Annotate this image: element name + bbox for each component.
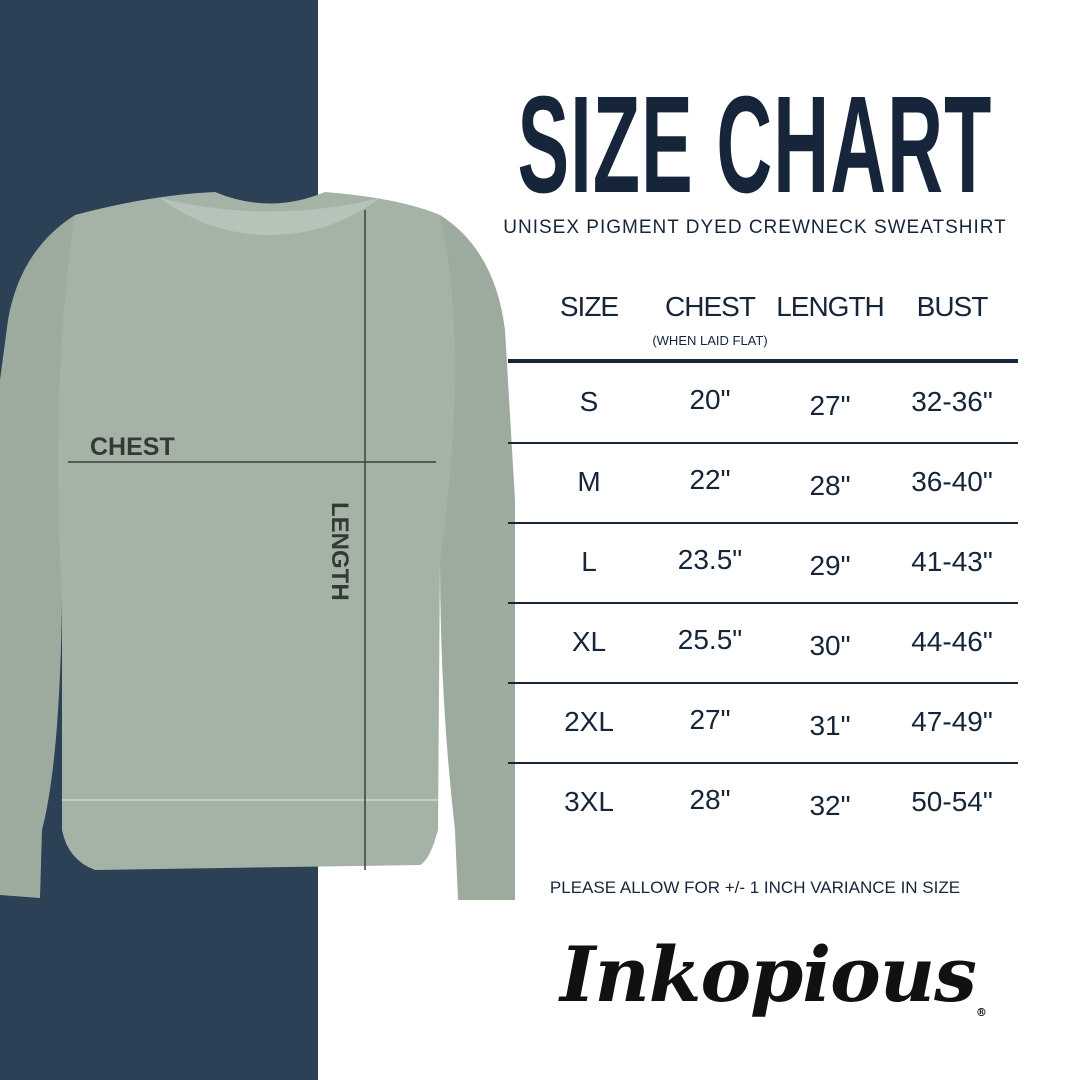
cell-size: S	[579, 386, 599, 417]
cell-bust: 44-46"	[911, 626, 993, 657]
variance-note: PLEASE ALLOW FOR +/- 1 INCH VARIANCE IN …	[549, 878, 961, 897]
header-bust: BUST	[916, 291, 989, 322]
cell-chest: 25.5"	[677, 624, 743, 655]
cell-length: 30"	[809, 630, 851, 661]
header-size: SIZE	[559, 291, 619, 322]
row-divider	[508, 442, 1018, 444]
product-subtitle: UNISEX PIGMENT DYED CREWNECK SWEATSHIRT	[503, 217, 1007, 238]
sweatshirt-body	[58, 192, 456, 870]
cell-size: L	[581, 546, 597, 577]
cell-bust: 50-54"	[911, 786, 993, 817]
cell-length: 29"	[809, 550, 851, 581]
cell-length: 31"	[809, 710, 851, 741]
cell-length: 28"	[809, 470, 851, 501]
cell-chest: 20"	[689, 384, 731, 415]
header-length: LENGTH	[776, 291, 885, 322]
cell-length: 32"	[809, 790, 851, 821]
cell-size: XL	[571, 626, 607, 657]
cell-size: 3XL	[564, 786, 614, 817]
cell-chest: 28"	[689, 784, 731, 815]
brand-logo: Inkopious®	[560, 930, 987, 1019]
header-divider	[508, 359, 1018, 363]
cell-chest: 22"	[689, 464, 731, 495]
cell-length: 27"	[809, 390, 851, 421]
registered-mark: ®	[975, 1006, 987, 1019]
page-title: SIZE CHART	[517, 68, 993, 222]
cell-bust: 47-49"	[911, 706, 993, 737]
sweatshirt-left-sleeve	[0, 215, 75, 898]
cell-bust: 41-43"	[911, 546, 993, 577]
length-label: LENGTH	[326, 502, 353, 601]
header-chest: CHEST	[665, 291, 756, 322]
cell-size: M	[577, 466, 601, 497]
brand-logo-text: Inkopious	[560, 930, 977, 1019]
sweatshirt-collar	[160, 198, 380, 235]
chest-note: (WHEN LAID FLAT)	[652, 333, 768, 348]
cell-bust: 32-36"	[911, 386, 993, 417]
chest-label: CHEST	[90, 433, 175, 461]
row-divider	[508, 682, 1018, 684]
cell-chest: 27"	[689, 704, 731, 735]
row-divider	[508, 522, 1018, 524]
cell-bust: 36-40"	[911, 466, 993, 497]
sweatshirt-diagram: CHEST LENGTH	[0, 192, 515, 900]
row-divider	[508, 602, 1018, 604]
cell-size: 2XL	[564, 706, 614, 737]
cell-chest: 23.5"	[677, 544, 743, 575]
row-divider	[508, 762, 1018, 764]
sweatshirt-right-sleeve	[440, 215, 515, 900]
